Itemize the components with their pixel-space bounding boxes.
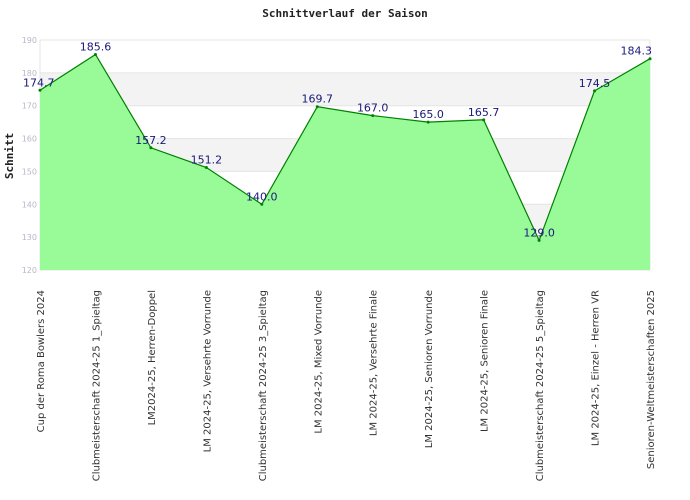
data-point <box>93 52 97 56</box>
data-label: 169.7 <box>302 93 334 106</box>
x-tick-label: Senioren-Weltmeisterschaften 2025 <box>646 290 657 469</box>
x-tick-label: Clubmeisterschaft 2024-25 1_Spieltag <box>92 290 103 481</box>
series-fill <box>40 54 650 270</box>
data-label: 165.7 <box>468 106 500 119</box>
data-label: 129.0 <box>523 226 555 239</box>
data-label: 174.5 <box>579 77 611 90</box>
y-tick-label: 170 <box>22 102 37 111</box>
data-label: 165.0 <box>412 108 444 121</box>
y-tick-label: 150 <box>22 167 37 176</box>
grid-band <box>40 72 650 106</box>
data-label: 140.0 <box>246 190 278 203</box>
data-label: 151.2 <box>191 154 223 167</box>
data-point <box>260 202 264 206</box>
x-tick-label: Clubmeisterschaft 2024-25 5_Spieltag <box>535 290 546 481</box>
chart-title: Schnittverlauf der Saison <box>262 7 428 20</box>
data-label: 184.3 <box>621 45 653 58</box>
data-point <box>482 118 486 122</box>
data-point <box>149 146 153 150</box>
x-tick-label: LM 2024-25, Mixed Vorrunde <box>313 290 324 434</box>
data-labels: 174.7 185.6 157.2 151.2 140.0 169.7 167.0 165.0… <box>23 41 652 240</box>
x-tick-label: LM 2024-25, Versehrte Vorrunde <box>202 290 213 452</box>
y-axis-label: Schnitt <box>3 133 16 179</box>
data-point <box>315 105 319 109</box>
x-tick-label: LM 2024-25, Versehrte Finale <box>369 290 380 436</box>
data-point <box>204 165 208 169</box>
data-point <box>593 89 597 93</box>
x-tick-label: Cup der Roma Bowlers 2024 <box>36 290 47 432</box>
y-tick-label: 180 <box>22 69 37 78</box>
x-tick-label: LM 2024-25, Senioren Vorrunde <box>424 290 435 448</box>
x-tick-label: Clubmeisterschaft 2024-25 3_Spieltag <box>258 290 269 481</box>
y-tick-label: 120 <box>22 266 37 275</box>
series-line <box>39 53 651 242</box>
data-label: 185.6 <box>80 41 112 54</box>
data-point <box>38 88 42 92</box>
data-point <box>537 238 541 242</box>
y-axis-ticks: 120 130 140 150 160 170 180 190 <box>22 36 37 275</box>
data-label: 174.7 <box>23 76 55 89</box>
y-tick-label: 130 <box>22 233 37 242</box>
data-label: 157.2 <box>135 134 167 147</box>
x-axis-ticks: Cup der Roma Bowlers 2024 Clubmeisterscha… <box>36 290 657 481</box>
x-tick-label: LM 2024-25, Einzel - Herren VR <box>591 290 602 446</box>
x-tick-label: LM 2024-25, Senioren Finale <box>480 290 491 432</box>
data-label: 167.0 <box>357 102 389 115</box>
data-point <box>648 57 652 61</box>
y-tick-label: 190 <box>22 36 37 45</box>
y-tick-label: 160 <box>22 135 37 144</box>
data-point <box>426 120 430 124</box>
x-tick-label: LM2024-25, Herren-Doppel <box>147 290 158 425</box>
series-area <box>38 52 652 270</box>
data-point <box>371 114 375 118</box>
y-tick-label: 140 <box>22 200 37 209</box>
